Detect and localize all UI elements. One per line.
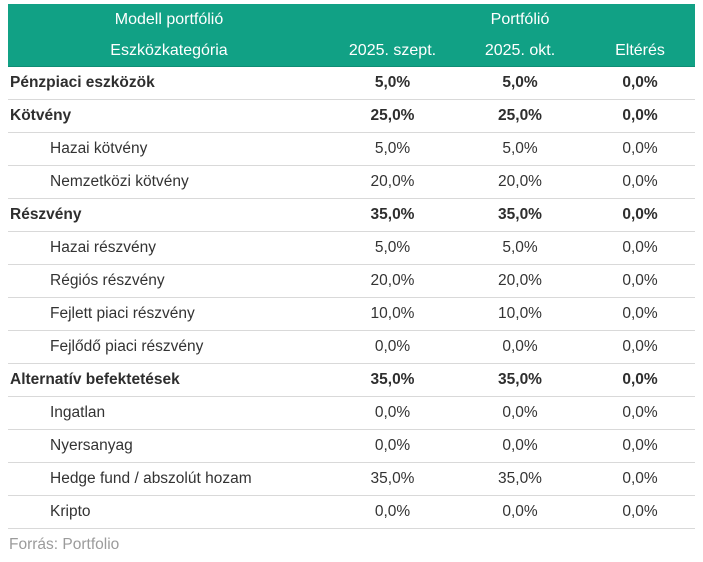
value-2025-okt: 20,0% (498, 173, 542, 190)
allocation-table: Modell portfólió Portfólió Eszközkategór… (8, 4, 695, 554)
value-2025-okt: 5,0% (502, 239, 538, 256)
value-2025-okt: 35,0% (498, 206, 542, 223)
value-elteres: 0,0% (622, 371, 658, 388)
value-2025-szept: 20,0% (370, 272, 415, 289)
column-header-2025-szept: 2025. szept. (348, 41, 437, 59)
asset-category-label: Kripto (50, 503, 91, 520)
table-row: Kripto 0,0% 0,0% 0,0% (8, 496, 695, 529)
asset-category-label: Pénzpiaci eszközök (10, 74, 155, 91)
value-elteres: 0,0% (622, 107, 658, 124)
value-2025-szept: 5,0% (374, 74, 411, 91)
value-2025-szept: 5,0% (374, 140, 411, 157)
table-header: Modell portfólió Portfólió Eszközkategór… (8, 4, 695, 67)
value-2025-okt: 5,0% (502, 74, 538, 91)
value-2025-szept: 0,0% (374, 338, 411, 355)
table-row: Részvény 35,0% 35,0% 0,0% (8, 199, 695, 232)
value-2025-szept: 0,0% (374, 437, 411, 454)
value-2025-szept: 5,0% (374, 239, 411, 256)
header-group-row: Modell portfólió Portfólió (8, 4, 695, 35)
value-elteres: 0,0% (622, 338, 658, 355)
asset-category-label: Régiós részvény (50, 272, 165, 289)
value-elteres: 0,0% (622, 470, 658, 487)
column-header-2025-okt: 2025. okt. (484, 41, 556, 59)
table-row: Hazai kötvény 5,0% 5,0% 0,0% (8, 133, 695, 166)
value-2025-okt: 25,0% (498, 107, 542, 124)
value-2025-okt: 35,0% (498, 470, 542, 487)
value-2025-szept: 25,0% (370, 107, 415, 124)
header-column-row: Eszközkategória 2025. szept. 2025. okt. … (8, 35, 695, 66)
table-body: Pénzpiaci eszközök 5,0% 5,0% 0,0% Kötvény 25,… (8, 67, 695, 529)
value-2025-szept: 20,0% (370, 173, 415, 190)
value-2025-okt: 35,0% (498, 371, 542, 388)
group-header-modell-portfolio: Modell portfólió (114, 10, 224, 28)
value-2025-szept: 10,0% (370, 305, 415, 322)
value-elteres: 0,0% (622, 173, 658, 190)
asset-category-label: Nemzetközi kötvény (50, 173, 189, 190)
value-2025-okt: 0,0% (502, 338, 538, 355)
asset-category-label: Kötvény (10, 107, 72, 124)
column-header-elteres: Eltérés (615, 41, 665, 59)
asset-category-label: Nyersanyag (50, 437, 133, 454)
asset-category-label: Hedge fund / abszolút hozam (50, 470, 252, 487)
source-note: Forrás: Portfolio (9, 536, 120, 553)
value-elteres: 0,0% (622, 272, 658, 289)
value-2025-szept: 35,0% (370, 206, 415, 223)
table-row: Nemzetközi kötvény 20,0% 20,0% 0,0% (8, 166, 695, 199)
table-row: Hazai részvény 5,0% 5,0% 0,0% (8, 232, 695, 265)
group-header-portfolio: Portfólió (490, 10, 550, 28)
asset-category-label: Hazai részvény (50, 239, 156, 256)
value-elteres: 0,0% (622, 74, 658, 91)
value-elteres: 0,0% (622, 140, 658, 157)
value-2025-okt: 10,0% (498, 305, 542, 322)
value-2025-szept: 0,0% (374, 404, 411, 421)
table-row: Hedge fund / abszolút hozam 35,0% 35,0% 0,0… (8, 463, 695, 496)
value-2025-szept: 35,0% (370, 470, 415, 487)
value-2025-okt: 0,0% (502, 437, 538, 454)
asset-category-label: Részvény (10, 206, 82, 223)
value-elteres: 0,0% (622, 404, 658, 421)
table-row: Pénzpiaci eszközök 5,0% 5,0% 0,0% (8, 67, 695, 100)
value-2025-okt: 5,0% (502, 140, 538, 157)
value-2025-szept: 35,0% (370, 371, 415, 388)
table-row: Ingatlan 0,0% 0,0% 0,0% (8, 397, 695, 430)
value-elteres: 0,0% (622, 239, 658, 256)
asset-category-label: Alternatív befektetések (10, 371, 180, 388)
value-2025-okt: 0,0% (502, 404, 538, 421)
table-row: Nyersanyag 0,0% 0,0% 0,0% (8, 430, 695, 463)
asset-category-label: Fejlődő piaci részvény (50, 338, 204, 355)
value-elteres: 0,0% (622, 437, 658, 454)
table-row: Alternatív befektetések 35,0% 35,0% 0,0% (8, 364, 695, 397)
asset-category-label: Ingatlan (50, 404, 106, 421)
table-row: Fejlett piaci részvény 10,0% 10,0% 0,0% (8, 298, 695, 331)
column-header-eszkozkategoria: Eszközkategória (110, 41, 228, 59)
table-row: Fejlődő piaci részvény 0,0% 0,0% 0,0% (8, 331, 695, 364)
value-elteres: 0,0% (622, 305, 658, 322)
table-row: Kötvény 25,0% 25,0% 0,0% (8, 100, 695, 133)
value-2025-okt: 0,0% (502, 503, 538, 520)
value-2025-okt: 20,0% (498, 272, 542, 289)
value-elteres: 0,0% (622, 206, 658, 223)
asset-category-label: Hazai kötvény (50, 140, 148, 157)
table-row: Régiós részvény 20,0% 20,0% 0,0% (8, 265, 695, 298)
asset-category-label: Fejlett piaci részvény (50, 305, 195, 322)
value-2025-szept: 0,0% (374, 503, 411, 520)
value-elteres: 0,0% (622, 503, 658, 520)
